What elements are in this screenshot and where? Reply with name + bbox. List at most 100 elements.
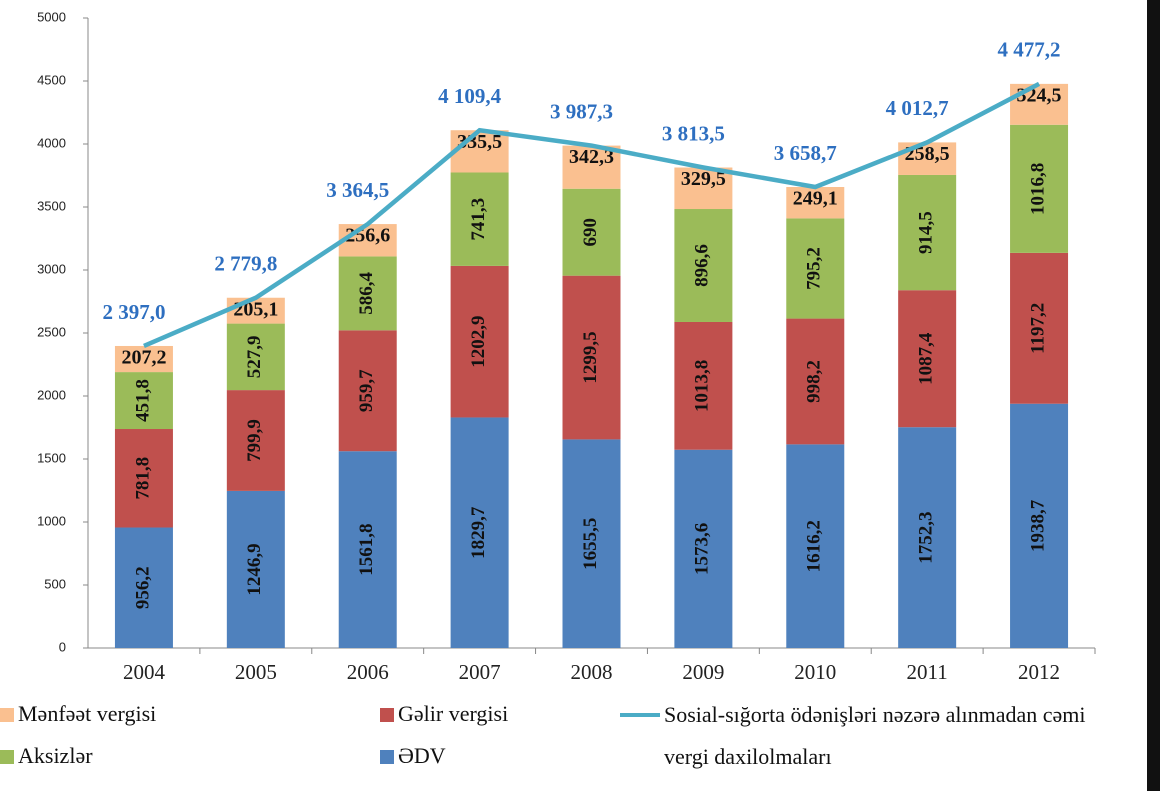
bar-segment — [786, 318, 845, 445]
bar-segment — [562, 145, 621, 189]
data-label: 1655,5 — [580, 518, 601, 570]
line-series — [143, 81, 1041, 349]
x-tick-label: 2012 — [1018, 660, 1060, 684]
bar-segment — [1010, 252, 1069, 404]
x-tick-label: 2010 — [794, 660, 836, 684]
data-label: 914,5 — [916, 211, 937, 254]
bar-segment — [114, 429, 173, 528]
line-label: 3 813,5 — [662, 121, 725, 145]
legend-entry: Mənfəət vergisi — [0, 701, 156, 727]
bar-segment — [1010, 403, 1069, 648]
data-label: 795,2 — [804, 247, 825, 290]
bar-segment — [450, 265, 509, 418]
data-label: 527,9 — [244, 335, 265, 378]
line-label: 3 987,3 — [550, 99, 613, 123]
bar-segment — [562, 188, 621, 276]
y-tick-label: 3500 — [37, 198, 66, 213]
bar-segment — [786, 218, 845, 319]
bar-segment — [450, 172, 509, 266]
y-tick-label: 5000 — [37, 9, 66, 24]
bar-segment — [898, 290, 957, 428]
legend-entry: Aksizlər — [0, 743, 93, 769]
frame-edge — [1147, 0, 1160, 791]
y-tick-label: 500 — [44, 576, 66, 591]
data-label: 959,7 — [356, 369, 377, 412]
data-label: 249,1 — [793, 188, 838, 210]
bar-segment — [226, 297, 285, 324]
legend-swatch — [380, 708, 394, 722]
legend-entry: Gəlir vergisi — [380, 701, 508, 727]
data-label: 342,3 — [569, 146, 614, 168]
legend-entry: ƏDV — [380, 743, 446, 769]
data-label: 690 — [580, 218, 601, 247]
y-tick-label: 3000 — [37, 261, 66, 276]
data-label: 324,5 — [1017, 84, 1062, 106]
bar-segment — [674, 167, 733, 210]
data-label: 1246,9 — [244, 543, 265, 595]
legend-label: Sosial-sığorta ödənişləri nəzərə alınmad… — [664, 702, 1086, 769]
bar-segment — [674, 449, 733, 648]
bar-segment — [562, 275, 621, 440]
data-label: 1087,4 — [916, 332, 937, 385]
line-label: 4 109,4 — [438, 84, 502, 108]
data-label: 956,2 — [132, 566, 153, 609]
bar-segment — [226, 490, 285, 648]
data-label: 1752,3 — [916, 511, 937, 563]
x-tick-label: 2004 — [123, 660, 166, 684]
bar-segment — [674, 321, 733, 450]
line-label: 4 477,2 — [998, 38, 1061, 62]
x-tick-label: 2007 — [459, 660, 501, 684]
data-label: 1299,5 — [580, 331, 601, 383]
data-label: 207,2 — [121, 347, 166, 369]
line-label: 4 012,7 — [886, 96, 949, 120]
legend-label: ƏDV — [398, 743, 446, 768]
bar-segment — [338, 224, 397, 257]
bar-segment — [1010, 83, 1069, 125]
data-label: 1202,9 — [468, 316, 489, 368]
y-tick-label: 4500 — [37, 72, 66, 87]
data-label: 1197,2 — [1027, 303, 1048, 354]
x-tick-label: 2006 — [347, 660, 389, 684]
bar-segment — [338, 256, 397, 331]
y-tick-label: 1000 — [37, 513, 66, 528]
bar-segment — [338, 451, 397, 648]
data-label: 205,1 — [233, 298, 278, 320]
data-label: 1616,2 — [804, 520, 825, 572]
data-label: 896,6 — [692, 244, 713, 287]
bar-segment — [114, 372, 173, 430]
bar-segment — [450, 417, 509, 648]
data-label: 1561,8 — [356, 523, 377, 575]
data-label: 586,4 — [356, 271, 377, 314]
data-label: 1938,7 — [1027, 499, 1048, 552]
legend-swatch — [0, 750, 14, 764]
bar-segment — [114, 345, 173, 373]
data-label: 451,8 — [132, 379, 153, 422]
data-label: 1013,8 — [692, 360, 713, 412]
legend-swatch — [620, 713, 660, 717]
bar-segment — [114, 527, 173, 648]
line-label: 3 364,5 — [326, 178, 389, 202]
y-tick-label: 2000 — [37, 387, 66, 402]
data-label: 781,8 — [132, 457, 153, 500]
data-label: 335,5 — [457, 131, 502, 153]
bar-segment — [450, 130, 509, 173]
line-label: 3 658,7 — [774, 141, 837, 165]
line-label: 2 397,0 — [102, 300, 165, 324]
bar-segment — [226, 390, 285, 491]
y-tick-label: 2500 — [37, 324, 66, 339]
bar-segment — [338, 330, 397, 452]
data-label: 329,5 — [681, 168, 726, 190]
data-label: 1573,6 — [692, 523, 713, 575]
data-label: 1829,7 — [468, 506, 489, 559]
legend-swatch — [0, 708, 14, 722]
bar-segment — [562, 439, 621, 648]
legend-label: Aksizlər — [18, 743, 93, 768]
bar-segment — [786, 444, 845, 648]
x-tick-label: 2005 — [235, 660, 277, 684]
bar-segment — [786, 187, 845, 219]
y-tick-label: 4000 — [37, 135, 66, 150]
data-label: 998,2 — [804, 360, 825, 403]
x-tick-label: 2008 — [571, 660, 613, 684]
